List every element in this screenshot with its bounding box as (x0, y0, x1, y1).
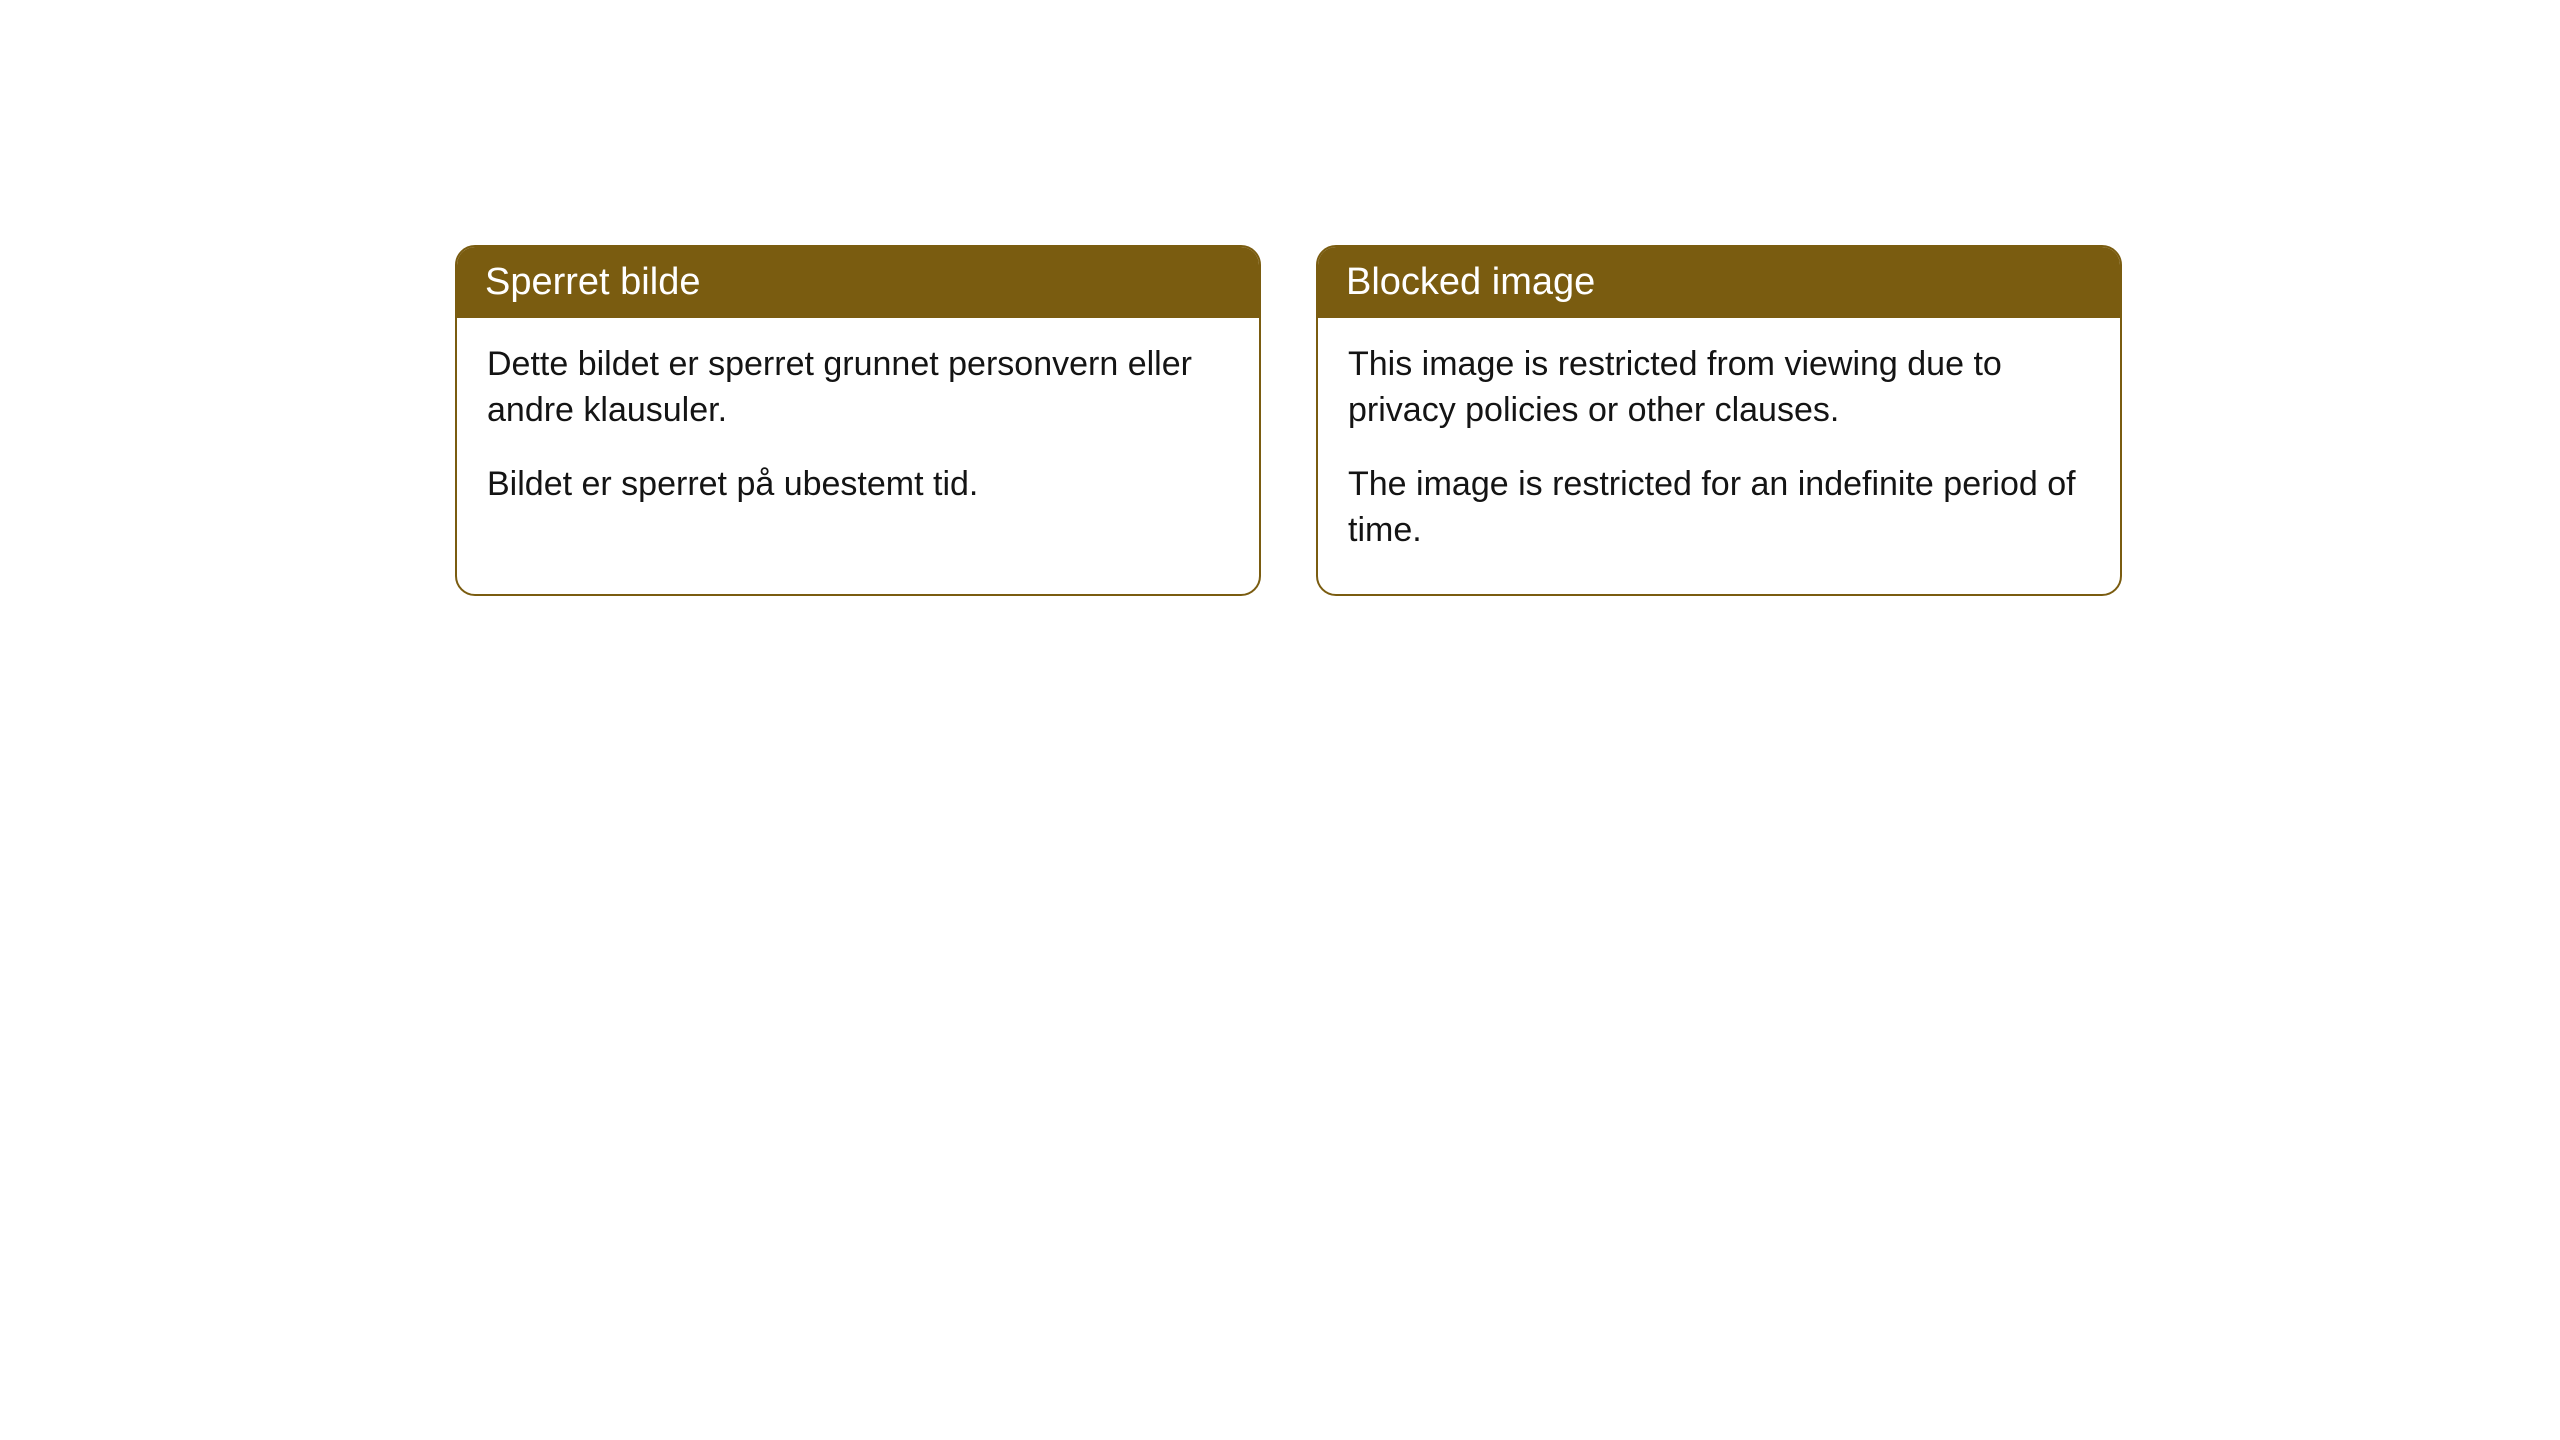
blocked-image-card-no: Sperret bilde Dette bildet er sperret gr… (455, 245, 1261, 596)
notice-cards-container: Sperret bilde Dette bildet er sperret gr… (455, 245, 2560, 596)
card-paragraph-no-2: Bildet er sperret på ubestemt tid. (487, 462, 1229, 508)
card-header-no: Sperret bilde (457, 247, 1259, 318)
card-title-no: Sperret bilde (485, 261, 700, 303)
card-paragraph-en-2: The image is restricted for an indefinit… (1348, 462, 2090, 554)
card-paragraph-en-1: This image is restricted from viewing du… (1348, 342, 2090, 434)
blocked-image-card-en: Blocked image This image is restricted f… (1316, 245, 2122, 596)
card-header-en: Blocked image (1318, 247, 2120, 318)
card-body-en: This image is restricted from viewing du… (1318, 318, 2120, 594)
card-paragraph-no-1: Dette bildet er sperret grunnet personve… (487, 342, 1229, 434)
card-body-no: Dette bildet er sperret grunnet personve… (457, 318, 1259, 548)
card-title-en: Blocked image (1346, 261, 1595, 303)
